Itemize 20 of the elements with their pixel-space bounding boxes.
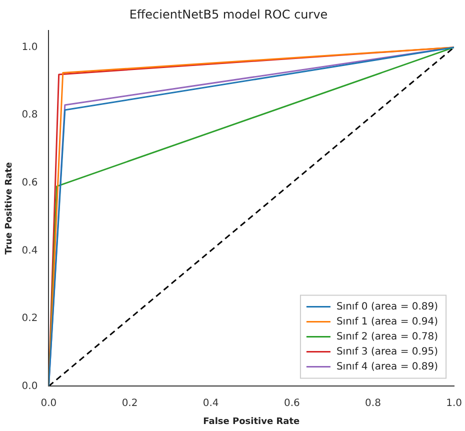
y-tick-label: 0.4 — [22, 245, 38, 256]
legend-label: Sınıf 2 (area = 0.78) — [336, 331, 438, 342]
chart-title: EffecientNetB5 model ROC curve — [129, 7, 328, 22]
x-tick-label: 0.0 — [40, 398, 57, 409]
x-tick-label: 0.2 — [122, 398, 138, 409]
x-tick-label: 0.4 — [202, 398, 219, 409]
x-tick-label: 0.6 — [284, 398, 300, 409]
y-tick-label: 0.2 — [22, 313, 38, 324]
y-tick-label: 0.8 — [22, 110, 38, 121]
y-tick-label: 0.6 — [22, 177, 38, 188]
legend-label: Sınıf 3 (area = 0.95) — [336, 346, 438, 358]
legend-label: Sınıf 4 (area = 0.89) — [336, 361, 438, 372]
y-axis-title: True Positive Rate — [4, 162, 15, 254]
y-tick-label: 0.0 — [22, 380, 38, 392]
x-axis-title: False Positive Rate — [203, 416, 300, 427]
x-tick-label: 0.8 — [365, 398, 381, 409]
y-tick-label: 1.0 — [22, 42, 38, 53]
legend-label: Sınıf 0 (area = 0.89) — [336, 301, 438, 312]
legend-label: Sınıf 1 (area = 0.94) — [336, 316, 438, 328]
x-tick-label: 1.0 — [446, 398, 462, 409]
